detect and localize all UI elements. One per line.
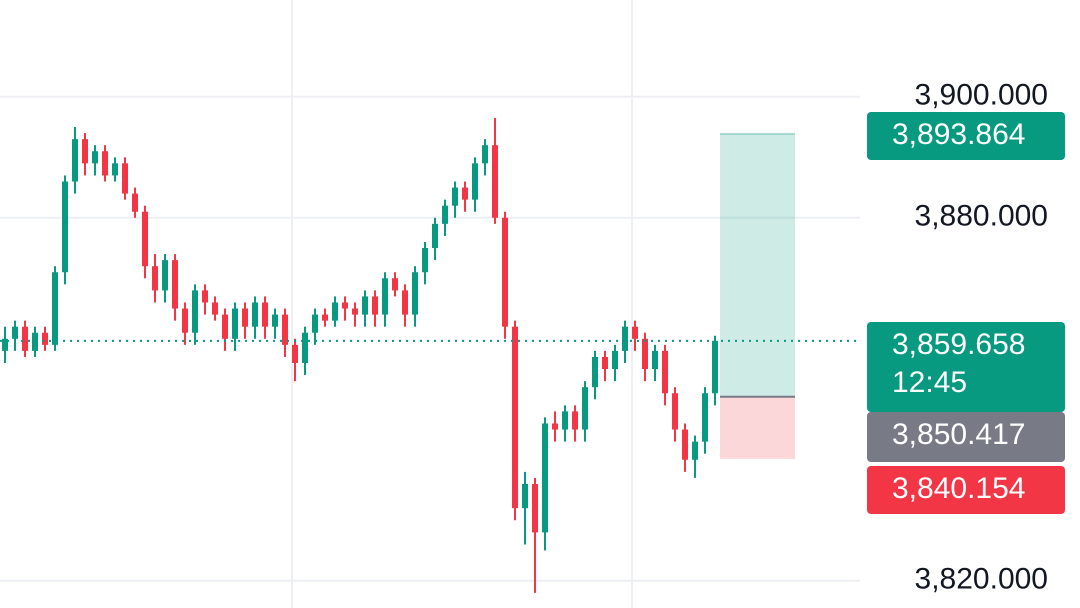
candle-body <box>492 145 498 218</box>
stop-zone <box>720 396 795 459</box>
y-tick-label: 3,820.000 <box>915 563 1048 596</box>
candle-body <box>412 272 418 315</box>
target-badge <box>867 112 1065 160</box>
candle-body <box>632 326 638 339</box>
candle-body <box>332 302 338 321</box>
candle-body <box>472 163 478 200</box>
candle-body <box>292 344 298 363</box>
candle-body <box>442 205 448 224</box>
candle-body <box>532 483 538 533</box>
target-zone <box>720 133 795 397</box>
candle-body <box>452 187 458 206</box>
candle-body <box>512 326 518 509</box>
candle-body <box>192 290 198 333</box>
candle-body <box>542 423 548 533</box>
candle-body <box>362 296 368 315</box>
candle-body <box>252 302 258 327</box>
target-badge-text: 3,893.864 <box>892 118 1025 151</box>
candle-body <box>312 314 318 333</box>
candle-body <box>232 308 238 339</box>
candle-body <box>12 326 18 339</box>
candle-body <box>612 350 618 370</box>
candle-body <box>502 217 508 327</box>
candle-body <box>662 350 668 394</box>
entry-badge <box>867 412 1065 462</box>
candle-body <box>422 248 428 273</box>
candle-body <box>582 387 588 430</box>
candle-body <box>122 163 128 194</box>
candles <box>0 117 860 593</box>
candle-body <box>652 350 658 370</box>
candle-body <box>692 441 698 460</box>
candle-body <box>642 338 648 370</box>
candle-body <box>2 338 8 351</box>
candle-body <box>622 326 628 351</box>
price-axis: 3,900.000 3,880.000 3,820.000 3,893.864 3,85… <box>867 79 1065 596</box>
candle-body <box>112 163 118 176</box>
candle-body <box>242 308 248 327</box>
candle-body <box>352 308 358 315</box>
candle-body <box>432 223 438 249</box>
y-tick-label: 3,880.000 <box>915 200 1048 233</box>
candle-body <box>462 187 468 200</box>
candle-body <box>22 326 28 351</box>
candle-body <box>212 302 218 315</box>
candle-body <box>682 429 688 460</box>
candle-body <box>182 308 188 333</box>
current-price-badge-text: 3,859.658 <box>892 328 1025 361</box>
candle-body <box>62 181 68 273</box>
candle-body <box>172 260 178 309</box>
candle-body <box>162 260 168 291</box>
candle-body <box>142 211 148 267</box>
candle-body <box>562 411 568 430</box>
candle-body <box>272 314 278 327</box>
candle-body <box>42 332 48 345</box>
candle-body <box>672 393 678 430</box>
stop-badge-text: 3,840.154 <box>892 472 1025 505</box>
candle-body <box>82 139 88 164</box>
position-tool <box>720 132 795 459</box>
candle-body <box>202 290 208 303</box>
candle-body <box>92 151 98 164</box>
candle-body <box>702 393 708 442</box>
current-price-badge <box>867 322 1065 412</box>
candle-body <box>222 314 228 339</box>
candle-body <box>372 296 378 315</box>
stop-badge <box>867 466 1065 514</box>
candle-body <box>52 272 58 345</box>
candle-body <box>102 151 108 176</box>
candle-body <box>482 145 488 164</box>
entry-badge-text: 3,850.417 <box>892 418 1025 451</box>
candle-body <box>382 278 388 315</box>
candle-body <box>262 302 268 327</box>
candle-body <box>552 423 558 430</box>
current-price-badge-text: 12:45 <box>892 366 967 399</box>
candle-body <box>592 356 598 388</box>
candle-body <box>602 356 608 370</box>
candle-body <box>572 411 578 430</box>
candle-body <box>322 314 328 321</box>
candle-body <box>402 290 408 315</box>
candle-body <box>152 266 158 291</box>
candle-body <box>132 193 138 212</box>
candle-body <box>712 340 718 394</box>
candle-body <box>72 139 78 182</box>
candle-body <box>282 314 288 345</box>
y-tick-label: 3,900.000 <box>915 79 1048 112</box>
candle-body <box>342 302 348 309</box>
candle-body <box>392 278 398 291</box>
candle-body <box>302 332 308 363</box>
candle-body <box>522 483 528 509</box>
